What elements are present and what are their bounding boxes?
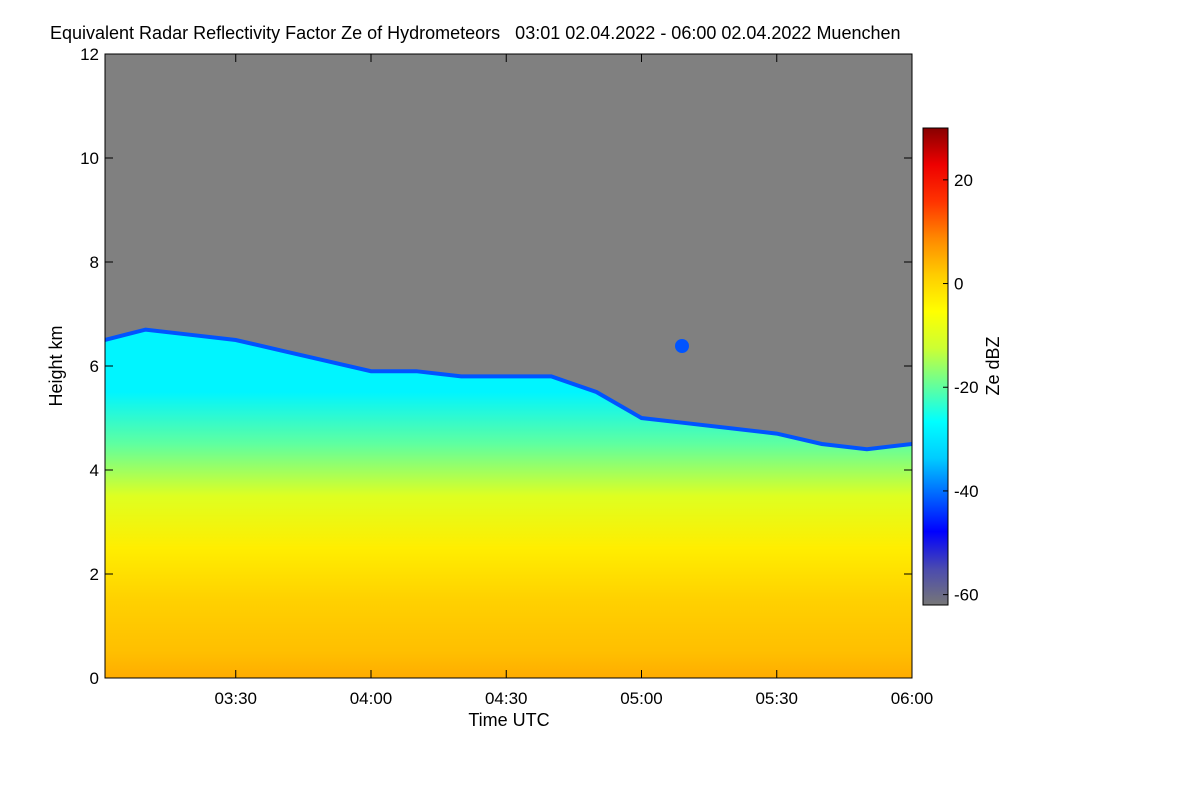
colorbar-tick-label: -60 <box>954 586 979 605</box>
colorbar-tick-label: -40 <box>954 482 979 501</box>
y-tick-label: 0 <box>90 669 99 688</box>
y-tick-label: 12 <box>80 45 99 64</box>
x-tick-label: 06:00 <box>891 689 934 708</box>
colorbar-ticks: 20 0 -20 -40 -60 <box>943 171 979 605</box>
y-axis-label: Height km <box>46 325 66 406</box>
x-tick-label: 04:00 <box>350 689 393 708</box>
colorbar-label: Ze dBZ <box>983 336 1003 395</box>
colorbar-fill <box>923 128 948 605</box>
y-tick-label: 2 <box>90 565 99 584</box>
y-axis: 0 2 4 6 8 10 12 <box>80 45 912 688</box>
colorbar-tick-label: 0 <box>954 275 963 294</box>
colorbar-tick-label: -20 <box>954 378 979 397</box>
x-axis: 03:30 04:00 04:30 05:00 05:30 06:00 <box>214 54 933 708</box>
x-tick-label: 05:30 <box>755 689 798 708</box>
colorbar-frame <box>922 127 949 606</box>
y-tick-label: 8 <box>90 253 99 272</box>
x-tick-label: 04:30 <box>485 689 528 708</box>
chart-title: Equivalent Radar Reflectivity Factor Ze … <box>50 23 901 43</box>
colorbar: 20 0 -20 -40 -60 Ze dBZ <box>922 127 1003 606</box>
echo-top-edge <box>105 327 912 452</box>
isolated-echo-patch <box>675 339 689 353</box>
y-tick-label: 6 <box>90 357 99 376</box>
colorbar-tick-label: 20 <box>954 171 973 190</box>
plot-area <box>105 54 912 678</box>
x-axis-label: Time UTC <box>468 710 549 730</box>
y-tick-label: 4 <box>90 461 99 480</box>
reflectivity-echo-area <box>105 329 912 678</box>
x-tick-label: 05:00 <box>620 689 663 708</box>
y-tick-label: 10 <box>80 149 99 168</box>
x-tick-label: 03:30 <box>214 689 257 708</box>
